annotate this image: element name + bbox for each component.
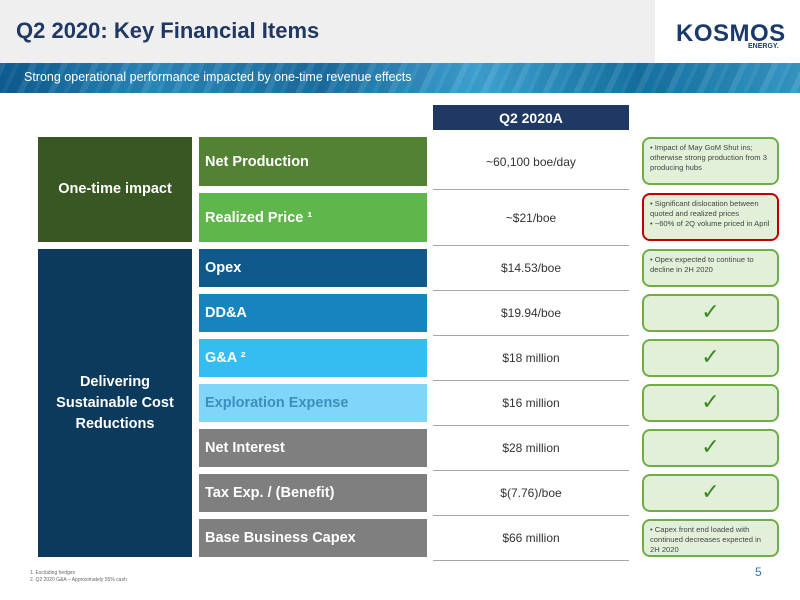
- footnote-2: 2. Q2 2020 G&A – Approximately 55% cash: [30, 577, 127, 583]
- row-note: • Impact of May GoM Shut ins; otherwise …: [642, 137, 779, 185]
- checkmark-icon: ✓: [701, 345, 720, 370]
- row-note: • Significant dislocation between quoted…: [642, 193, 779, 241]
- checkmark-icon: ✓: [701, 480, 720, 505]
- footnote-1: 1. Excluding hedges: [30, 570, 76, 576]
- check-note-box: ✓: [642, 429, 779, 467]
- category-one-time-impact: One-time impact: [38, 137, 192, 242]
- row-value: $28 million: [502, 441, 560, 455]
- row-divider: [433, 335, 629, 336]
- page-title: Q2 2020: Key Financial Items: [16, 18, 320, 43]
- row-value: $18 million: [502, 351, 560, 365]
- row-value: $66 million: [502, 531, 560, 545]
- check-note-box: ✓: [642, 339, 779, 377]
- row-value: ~60,100 boe/day: [486, 154, 576, 169]
- page-subtitle: Strong operational performance impacted …: [24, 70, 412, 84]
- row-label: Tax Exp. / (Benefit): [199, 474, 427, 512]
- logo: [655, 0, 800, 63]
- row-label: Base Business Capex: [199, 519, 427, 557]
- row-value: $(7.76)/boe: [500, 486, 562, 500]
- title-area: [0, 0, 655, 63]
- row-divider: [433, 245, 629, 246]
- category-cost-reductions: Delivering Sustainable Cost Reductions: [38, 249, 192, 557]
- logo-subtext: ENERGY.: [748, 43, 779, 50]
- checkmark-icon: ✓: [701, 300, 720, 325]
- row-divider: [433, 515, 629, 516]
- check-note-box: ✓: [642, 294, 779, 332]
- row-value: $14.53/boe: [500, 261, 562, 275]
- row-label: G&A ²: [199, 339, 427, 377]
- row-value: $16 million: [502, 396, 560, 410]
- subtitle-banner: [0, 63, 800, 93]
- checkmark-icon: ✓: [701, 390, 720, 415]
- row-divider: [433, 189, 629, 190]
- row-label: Net Interest: [199, 429, 427, 467]
- row-label: Realized Price ¹: [199, 193, 427, 242]
- row-divider: [433, 560, 629, 561]
- row-value: $19.94/boe: [500, 306, 562, 320]
- row-label: Net Production: [199, 137, 427, 186]
- checkmark-icon: ✓: [701, 435, 720, 460]
- row-note: • Capex front end loaded with continued …: [642, 519, 779, 557]
- row-divider: [433, 425, 629, 426]
- column-header: Q2 2020A: [433, 105, 629, 130]
- row-divider: [433, 470, 629, 471]
- row-divider: [433, 290, 629, 291]
- row-note: • Opex expected to continue to decline i…: [642, 249, 779, 287]
- check-note-box: ✓: [642, 474, 779, 512]
- row-label: DD&A: [199, 294, 427, 332]
- row-label: Opex: [199, 249, 427, 287]
- row-label: Exploration Expense: [199, 384, 427, 422]
- page-number: 5: [755, 565, 762, 579]
- banner-texture: [0, 63, 800, 93]
- row-divider: [433, 380, 629, 381]
- check-note-box: ✓: [642, 384, 779, 422]
- row-value: ~$21/boe: [505, 210, 557, 225]
- logo-text: KOSMOS: [676, 20, 786, 47]
